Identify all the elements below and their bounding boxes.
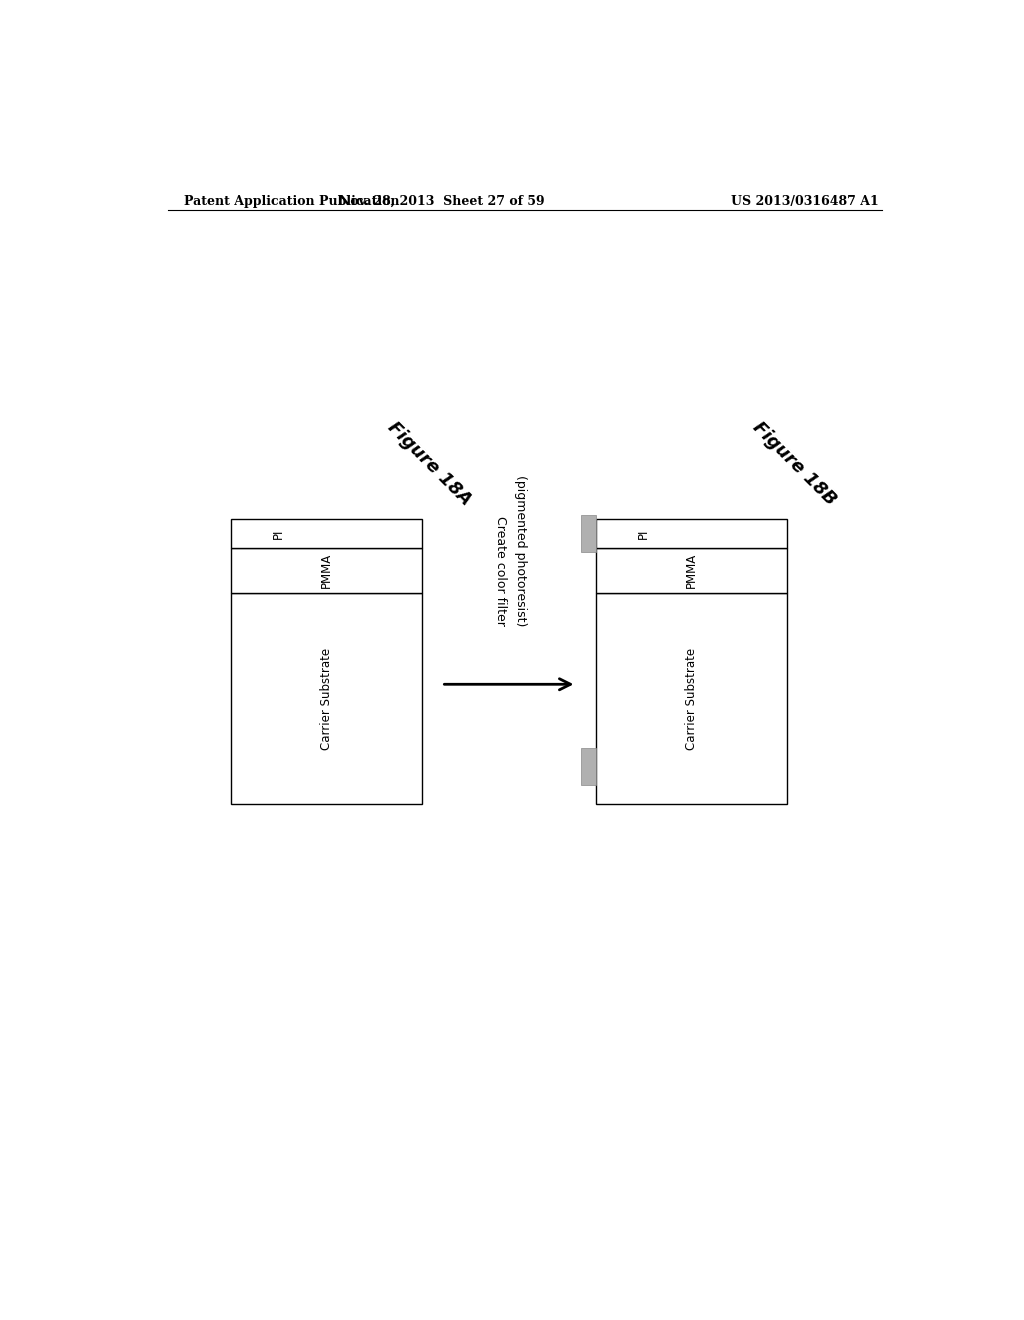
Text: PMMA: PMMA bbox=[685, 553, 698, 589]
Text: Carrier Substrate: Carrier Substrate bbox=[319, 647, 333, 750]
Text: Figure 18A: Figure 18A bbox=[384, 418, 474, 510]
Bar bbox=[581, 748, 596, 785]
Bar bbox=[231, 519, 422, 548]
Text: Create color filter: Create color filter bbox=[495, 516, 508, 627]
Text: PI: PI bbox=[272, 528, 286, 539]
Text: US 2013/0316487 A1: US 2013/0316487 A1 bbox=[731, 194, 879, 207]
Text: Figure 18B: Figure 18B bbox=[749, 418, 840, 510]
Text: (pigmented photoresist): (pigmented photoresist) bbox=[514, 475, 527, 627]
Bar bbox=[596, 593, 786, 804]
Text: Patent Application Publication: Patent Application Publication bbox=[183, 194, 399, 207]
Bar bbox=[596, 548, 786, 593]
Text: Carrier Substrate: Carrier Substrate bbox=[685, 647, 698, 750]
Text: Nov. 28, 2013  Sheet 27 of 59: Nov. 28, 2013 Sheet 27 of 59 bbox=[339, 194, 545, 207]
Bar bbox=[596, 519, 786, 548]
Text: PMMA: PMMA bbox=[319, 553, 333, 589]
Bar bbox=[231, 548, 422, 593]
Bar bbox=[231, 593, 422, 804]
Text: PI: PI bbox=[637, 528, 650, 539]
Bar bbox=[581, 515, 596, 552]
